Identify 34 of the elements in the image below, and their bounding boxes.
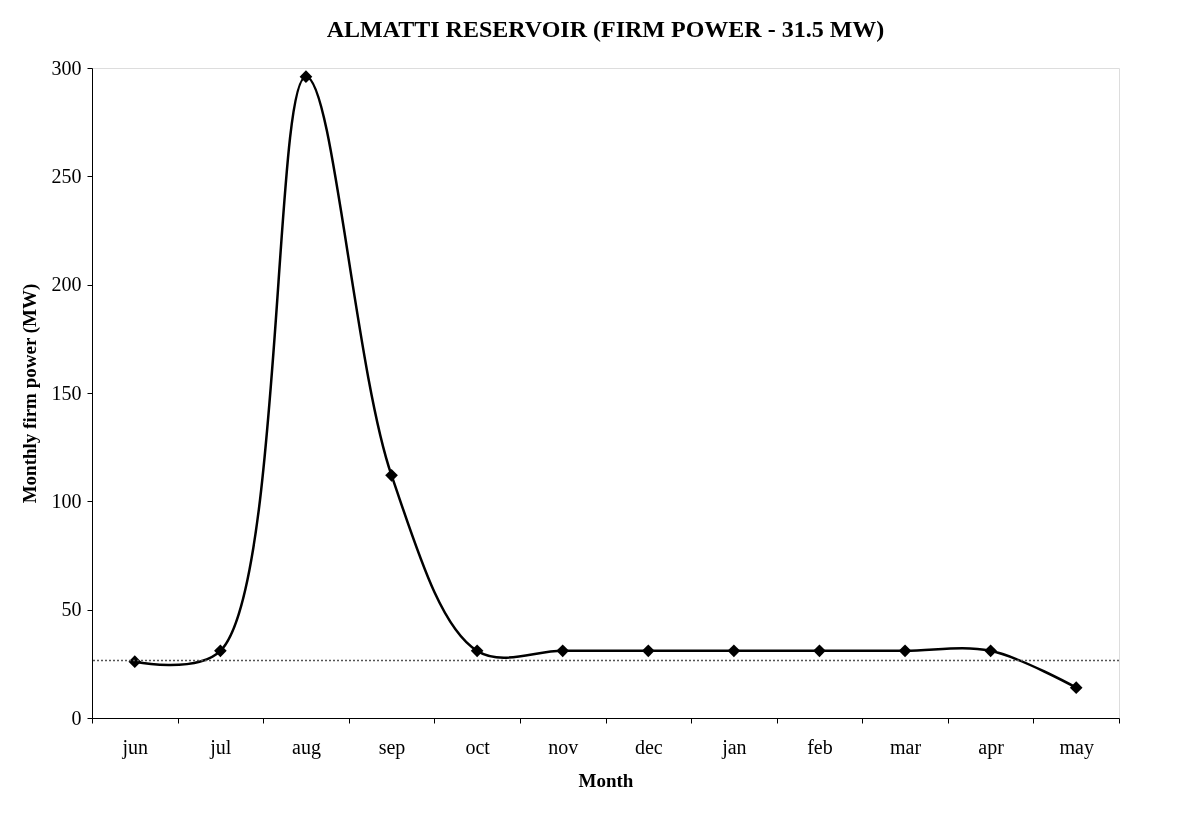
x-tick-label: sep	[378, 735, 406, 759]
point	[984, 644, 997, 658]
x-tick-label: nov	[548, 735, 579, 758]
y-tick-label: 250	[51, 164, 82, 187]
point	[299, 70, 313, 83]
y-axis-title: Monthly firm power (MW)	[18, 283, 41, 504]
y-tick-label: 150	[51, 381, 82, 404]
point	[898, 644, 912, 658]
x-tick-label: oct	[465, 735, 491, 758]
point	[641, 644, 655, 658]
point	[385, 469, 398, 482]
point	[1069, 681, 1083, 694]
y-tick-label: 200	[51, 273, 82, 296]
x-tick-label: apr	[978, 735, 1005, 759]
y-tick-label: 0	[71, 706, 82, 729]
point	[128, 655, 142, 668]
point	[556, 644, 570, 658]
x-tick-label: mar	[889, 735, 922, 758]
x-tick-label: jul	[209, 735, 232, 759]
x-tick-label: jan	[721, 735, 747, 759]
point	[470, 644, 484, 658]
x-tick-label: aug	[292, 735, 321, 759]
x-tick-label: jun	[121, 735, 149, 759]
chart-title: ALMATTI RESERVOIR (FIRM POWER - 31.5 MW)	[326, 16, 885, 42]
point	[214, 644, 227, 658]
x-axis-title: Month	[578, 769, 634, 791]
x-tick-label: feb	[807, 735, 833, 758]
y-tick-label: 100	[51, 489, 82, 512]
x-tick-label: may	[1059, 735, 1094, 759]
x-tick-label: dec	[634, 735, 663, 758]
y-tick-label: 50	[61, 598, 82, 621]
point	[727, 644, 741, 658]
y-tick-label: 300	[51, 56, 82, 79]
point	[813, 644, 826, 658]
